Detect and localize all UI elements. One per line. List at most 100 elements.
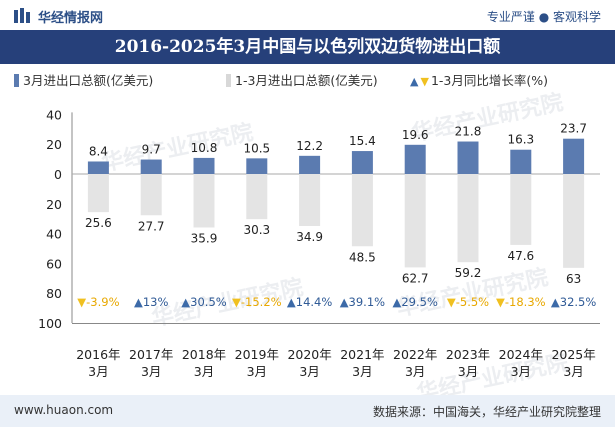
bar-q1-label: 25.6 — [85, 216, 112, 230]
growth-value: -3.9% — [86, 295, 119, 309]
x-tick-label: 3月 — [299, 364, 319, 379]
triangle-up-icon: ▲ — [392, 295, 401, 309]
triangle-down-icon: ▼ — [77, 295, 86, 309]
bar-march — [510, 149, 532, 174]
bar-march-label: 10.5 — [243, 141, 270, 155]
bar-q1 — [563, 174, 585, 268]
x-tick-label: 2023年 — [446, 347, 490, 362]
bar-march-label: 10.8 — [191, 141, 218, 155]
growth-value: -18.3% — [505, 295, 546, 309]
triangle-down-icon: ▼ — [420, 75, 429, 88]
legend-item-march: 3月进出口总额(亿美元) — [14, 70, 153, 89]
bar-q1 — [246, 174, 268, 220]
triangle-up-icon: ▲ — [551, 295, 560, 309]
triangle-up-icon: ▲ — [410, 75, 419, 88]
growth-label: ▼-3.9% — [77, 295, 119, 309]
x-tick-label: 2018年 — [182, 347, 226, 362]
growth-value: -15.2% — [241, 295, 282, 309]
growth-value: -5.5% — [456, 295, 489, 309]
triangle-down-icon: ▼ — [496, 295, 505, 309]
growth-value: 39.1% — [349, 295, 386, 309]
bar-march-label: 15.4 — [349, 134, 376, 148]
brand-name: 华经情报网 — [38, 11, 104, 26]
y-tick-label: 40 — [46, 227, 62, 242]
bar-q1 — [140, 174, 162, 216]
triangle-down-icon: ▼ — [447, 295, 456, 309]
y-tick-label: 20 — [46, 197, 62, 212]
x-tick-label: 2017年 — [129, 347, 173, 362]
bar-march — [193, 157, 215, 174]
bar-q1 — [87, 174, 109, 213]
brand-slogan: 专业严谨 ● 客观科学 — [486, 10, 601, 24]
triangle-down-icon: ▼ — [232, 295, 241, 309]
bar-q1-label: 59.2 — [455, 266, 482, 280]
bar-q1-label: 35.9 — [191, 231, 218, 245]
y-tick-label: 40 — [46, 107, 62, 122]
bar-q1 — [351, 174, 373, 247]
brand-logo-icon — [14, 8, 30, 23]
growth-value: 30.5% — [190, 295, 227, 309]
bar-q1 — [193, 174, 215, 228]
bar-march — [299, 155, 321, 174]
chart-title: 2016-2025年3月中国与以色列双边货物进出口额 — [114, 37, 501, 57]
y-tick-label: 80 — [46, 286, 62, 301]
chart-plot: 40200204060801008.425.6▼-3.9%2016年3月9.72… — [38, 107, 600, 379]
x-tick-label: 3月 — [88, 364, 108, 379]
growth-value: 13% — [143, 295, 169, 309]
x-tick-label: 3月 — [511, 364, 531, 379]
bar-q1 — [404, 174, 426, 268]
x-tick-label: 3月 — [563, 364, 583, 379]
triangle-up-icon: ▲ — [340, 295, 349, 309]
footer: www.huaon.com 数据来源：中国海关，华经产业研究院整理 — [0, 395, 615, 427]
bar-q1 — [457, 174, 479, 263]
y-tick-label: 0 — [54, 167, 62, 182]
legend-swatch-q1 — [226, 74, 231, 87]
bar-march-label: 21.8 — [455, 125, 482, 139]
bar-march-label: 9.7 — [142, 143, 161, 157]
growth-label: ▲14.4% — [287, 295, 332, 309]
x-tick-label: 3月 — [141, 364, 161, 379]
bar-march-label: 8.4 — [89, 144, 108, 158]
growth-label: ▼-18.3% — [496, 295, 546, 309]
growth-value: 32.5% — [560, 295, 597, 309]
growth-label: ▼-15.2% — [232, 295, 282, 309]
bar-march — [351, 151, 373, 174]
growth-value: 14.4% — [296, 295, 333, 309]
bar-q1 — [299, 174, 321, 227]
bar-q1 — [510, 174, 532, 245]
x-tick-label: 3月 — [194, 364, 214, 379]
x-tick-label: 3月 — [405, 364, 425, 379]
bar-march — [140, 159, 162, 174]
bar-march-label: 16.3 — [507, 133, 534, 147]
bar-march — [563, 138, 585, 174]
growth-label: ▲13% — [134, 295, 168, 309]
y-tick-label: 20 — [46, 137, 62, 152]
legend-item-growth: ▲ ▼ 1-3月同比增长率(%) — [410, 70, 548, 89]
x-tick-label: 2020年 — [287, 347, 331, 362]
legend-label-growth: 1-3月同比增长率(%) — [430, 73, 548, 88]
x-tick-label: 2021年 — [340, 347, 384, 362]
bar-march-label: 19.6 — [402, 128, 429, 142]
bar-q1-label: 48.5 — [349, 250, 376, 264]
legend-label-q1: 1-3月进出口总额(亿美元) — [235, 73, 378, 88]
growth-label: ▲30.5% — [181, 295, 226, 309]
x-tick-label: 2022年 — [393, 347, 437, 362]
bar-march — [404, 144, 426, 174]
y-tick-label: 60 — [46, 256, 62, 271]
triangle-up-icon: ▲ — [287, 295, 296, 309]
bar-march — [457, 141, 479, 174]
bar-march — [87, 161, 109, 174]
x-tick-label: 3月 — [352, 364, 372, 379]
growth-label: ▲39.1% — [340, 295, 385, 309]
bar-q1-label: 34.9 — [296, 230, 323, 244]
bar-march-label: 23.7 — [560, 122, 587, 136]
x-tick-label: 2016年 — [76, 347, 120, 362]
x-tick-label: 2025年 — [551, 347, 595, 362]
bar-march-label: 12.2 — [296, 139, 323, 153]
growth-label: ▲32.5% — [551, 295, 596, 309]
bar-q1-label: 47.6 — [507, 249, 534, 263]
footer-source: 数据来源：中国海关，华经产业研究院整理 — [372, 405, 601, 419]
y-tick-label: 100 — [38, 316, 62, 331]
x-tick-label: 3月 — [458, 364, 478, 379]
legend-item-q1: 1-3月进出口总额(亿美元) — [226, 70, 378, 89]
